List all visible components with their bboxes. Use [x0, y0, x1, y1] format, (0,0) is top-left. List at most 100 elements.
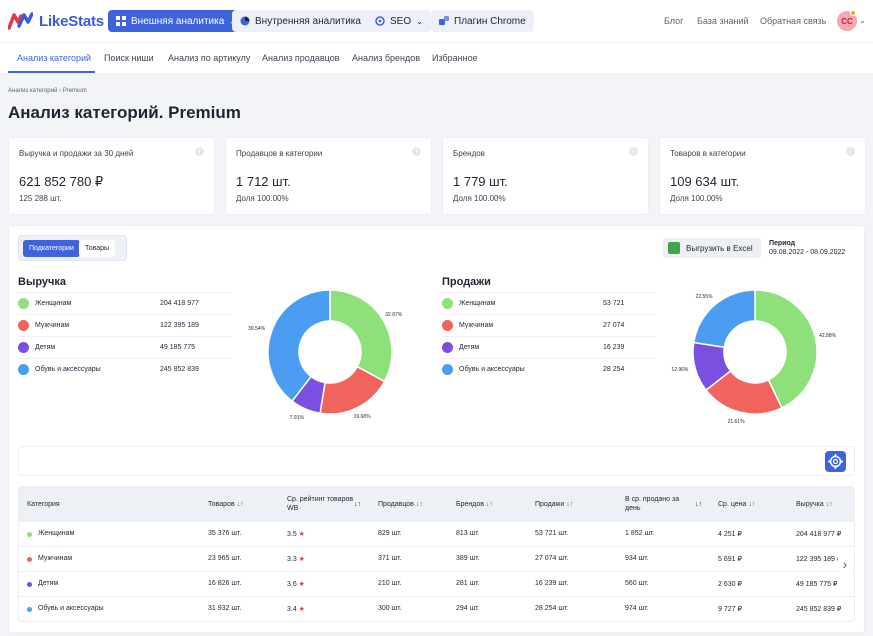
- table-row[interactable]: Женщинам 35 376 шт. 3.5 ★ 829 шт. 813 шт. 53 …: [19, 521, 854, 546]
- cell-goods: 35 376 шт.: [208, 530, 242, 537]
- info-icon[interactable]: i: [846, 147, 855, 156]
- tab-niche-search[interactable]: Поиск ниши: [104, 53, 154, 63]
- nav-internal-analytics[interactable]: Внутренняя аналитика ⌄: [232, 10, 381, 32]
- th-brands[interactable]: Брендов ↓↑: [456, 501, 493, 508]
- active-tab-indicator: [8, 71, 95, 73]
- legend-value: 49 185 775: [160, 344, 196, 351]
- period-value[interactable]: 09.08.2022 - 08.09.2022: [769, 249, 846, 256]
- nav-label: Внешняя аналитика: [131, 15, 225, 27]
- categories-table: Категория Товаров ↓↑ Ср. рейтинг товаров…: [18, 486, 855, 622]
- percent-label: 7.91%: [289, 415, 304, 422]
- cell-revenue: 245 852 839 ₽: [796, 606, 842, 613]
- chevron-down-icon[interactable]: ⌄: [859, 16, 866, 25]
- th-price[interactable]: Ср. цена ↓↑: [718, 501, 756, 508]
- period-label: Период: [769, 240, 796, 247]
- th-rating[interactable]: Ср. рейтинг товаров WB: [287, 496, 354, 512]
- donut-slice[interactable]: [267, 289, 331, 403]
- th-sales[interactable]: Продажи ↓↑: [535, 501, 574, 508]
- legend-row[interactable]: Детям 16 239: [442, 336, 656, 358]
- th-goods[interactable]: Товаров ↓↑: [208, 501, 244, 508]
- legend-value: 122 395 189: [160, 322, 199, 329]
- cell-per-day: 1 852 шт.: [625, 530, 655, 537]
- gear-icon: [828, 454, 843, 469]
- cell-price: 2 630 ₽: [718, 581, 742, 588]
- cell-goods: 23 965 шт.: [208, 555, 242, 562]
- legend-dot: [18, 364, 29, 375]
- stat-card-title: Выручка и продажи за 30 дней: [19, 149, 134, 158]
- cell-rating: 3.6 ★: [287, 581, 305, 588]
- legend-label: Детям: [35, 344, 56, 351]
- legend-row[interactable]: Мужчинам 122 395 189: [18, 314, 232, 336]
- th-per-day[interactable]: В ср. продано за день: [625, 496, 680, 512]
- cell-category[interactable]: Детям: [38, 580, 59, 587]
- export-excel-button[interactable]: Выгрузить в Excel: [663, 238, 761, 258]
- info-icon[interactable]: i: [412, 147, 421, 156]
- nav-chrome-plugin[interactable]: Плагин Chrome: [431, 10, 534, 32]
- cell-sales: 53 721 шт.: [535, 530, 569, 537]
- donut-slice[interactable]: [754, 289, 818, 409]
- percent-label: 12.96%: [671, 367, 689, 374]
- sales-donut-chart: [692, 289, 818, 415]
- filter-bar: [18, 446, 855, 476]
- sort-icon[interactable]: ↓↑: [695, 501, 702, 508]
- percent-label: 42.88%: [819, 333, 837, 340]
- toggle-subcategories[interactable]: Подкатегории: [23, 240, 80, 257]
- cell-category[interactable]: Мужчинам: [38, 555, 73, 562]
- legend-row[interactable]: Детям 49 185 775: [18, 336, 232, 358]
- percent-label: 21.61%: [727, 419, 745, 426]
- settings-button[interactable]: [825, 451, 846, 472]
- logo[interactable]: LikeStats: [8, 12, 104, 30]
- tab-favorites[interactable]: Избранное: [432, 53, 478, 63]
- info-icon[interactable]: i: [195, 147, 204, 156]
- table-row[interactable]: Мужчинам 23 965 шт. 3.3 ★ 371 шт. 389 шт. 27 …: [19, 546, 854, 571]
- sub-nav: Анализ категорий Поиск ниши Анализ по ар…: [0, 43, 873, 73]
- cell-sellers: 300 шт.: [378, 605, 402, 612]
- scroll-right-button[interactable]: ›: [838, 552, 852, 576]
- legend-row[interactable]: Женщинам 53 721: [442, 292, 656, 314]
- link-feedback[interactable]: Обратная связь: [760, 16, 827, 26]
- pie-icon: [240, 16, 250, 26]
- table-row[interactable]: Детям 16 826 шт. 3.6 ★ 210 шт. 281 шт. 16 239…: [19, 571, 854, 596]
- tab-article-analysis[interactable]: Анализ по артикулу: [168, 53, 251, 63]
- legend-row[interactable]: Обувь и аксессуары 245 852 839: [18, 358, 232, 380]
- row-color-dot: [27, 532, 32, 537]
- cell-rating: 3.4 ★: [287, 606, 305, 613]
- cell-brands: 294 шт.: [456, 605, 480, 612]
- tab-category-analysis[interactable]: Анализ категорий: [17, 53, 92, 63]
- avatar[interactable]: CC: [837, 11, 857, 31]
- view-toggle: Подкатегории Товары: [18, 235, 127, 261]
- notification-dot: [850, 10, 856, 16]
- nav-seo[interactable]: SEO ⌄: [367, 10, 431, 32]
- cell-category[interactable]: Женщинам: [38, 530, 75, 537]
- cell-goods: 31 932 шт.: [208, 605, 242, 612]
- cell-category[interactable]: Обувь и аксессуары: [38, 605, 104, 612]
- tab-brand-analysis[interactable]: Анализ брендов: [352, 53, 421, 63]
- table-row[interactable]: Обувь и аксессуары 31 932 шт. 3.4 ★ 300 шт.…: [19, 596, 854, 621]
- cell-revenue: 49 185 775 ₽: [796, 581, 838, 588]
- legend-dot: [442, 320, 453, 331]
- donut-slice[interactable]: [329, 289, 393, 383]
- info-icon[interactable]: i: [629, 147, 638, 156]
- row-color-dot: [27, 557, 32, 562]
- legend-dot: [442, 298, 453, 309]
- toggle-goods[interactable]: Товары: [79, 240, 116, 257]
- nav-label: SEO: [390, 15, 412, 27]
- cell-per-day: 974 шт.: [625, 605, 649, 612]
- legend-row[interactable]: Женщинам 204 418 977: [18, 292, 232, 314]
- th-revenue[interactable]: Выручка ↓↑: [796, 501, 833, 508]
- legend-row[interactable]: Обувь и аксессуары 28 254: [442, 358, 656, 380]
- link-knowledge-base[interactable]: База знаний: [697, 16, 749, 26]
- page-title: Анализ категорий. Premium: [8, 103, 241, 122]
- th-category[interactable]: Категория: [27, 501, 60, 508]
- donut-slice[interactable]: [692, 289, 756, 349]
- stat-card-revenue: Выручка и продажи за 30 дней i 621 852 7…: [8, 137, 215, 215]
- legend-label: Обувь и аксессуары: [35, 366, 101, 373]
- th-sellers[interactable]: Продавцов ↓↑: [378, 501, 423, 508]
- tab-seller-analysis[interactable]: Анализ продавцов: [262, 53, 340, 63]
- link-blog[interactable]: Блог: [664, 16, 684, 26]
- sort-icon[interactable]: ↓↑: [354, 501, 361, 508]
- nav-external-analytics[interactable]: Внешняя аналитика ⌄: [108, 10, 244, 32]
- breadcrumb-root[interactable]: Анализ категорий: [8, 88, 58, 94]
- stat-card-sub: Доля 100.00%: [453, 194, 506, 203]
- legend-row[interactable]: Мужчинам 27 074: [442, 314, 656, 336]
